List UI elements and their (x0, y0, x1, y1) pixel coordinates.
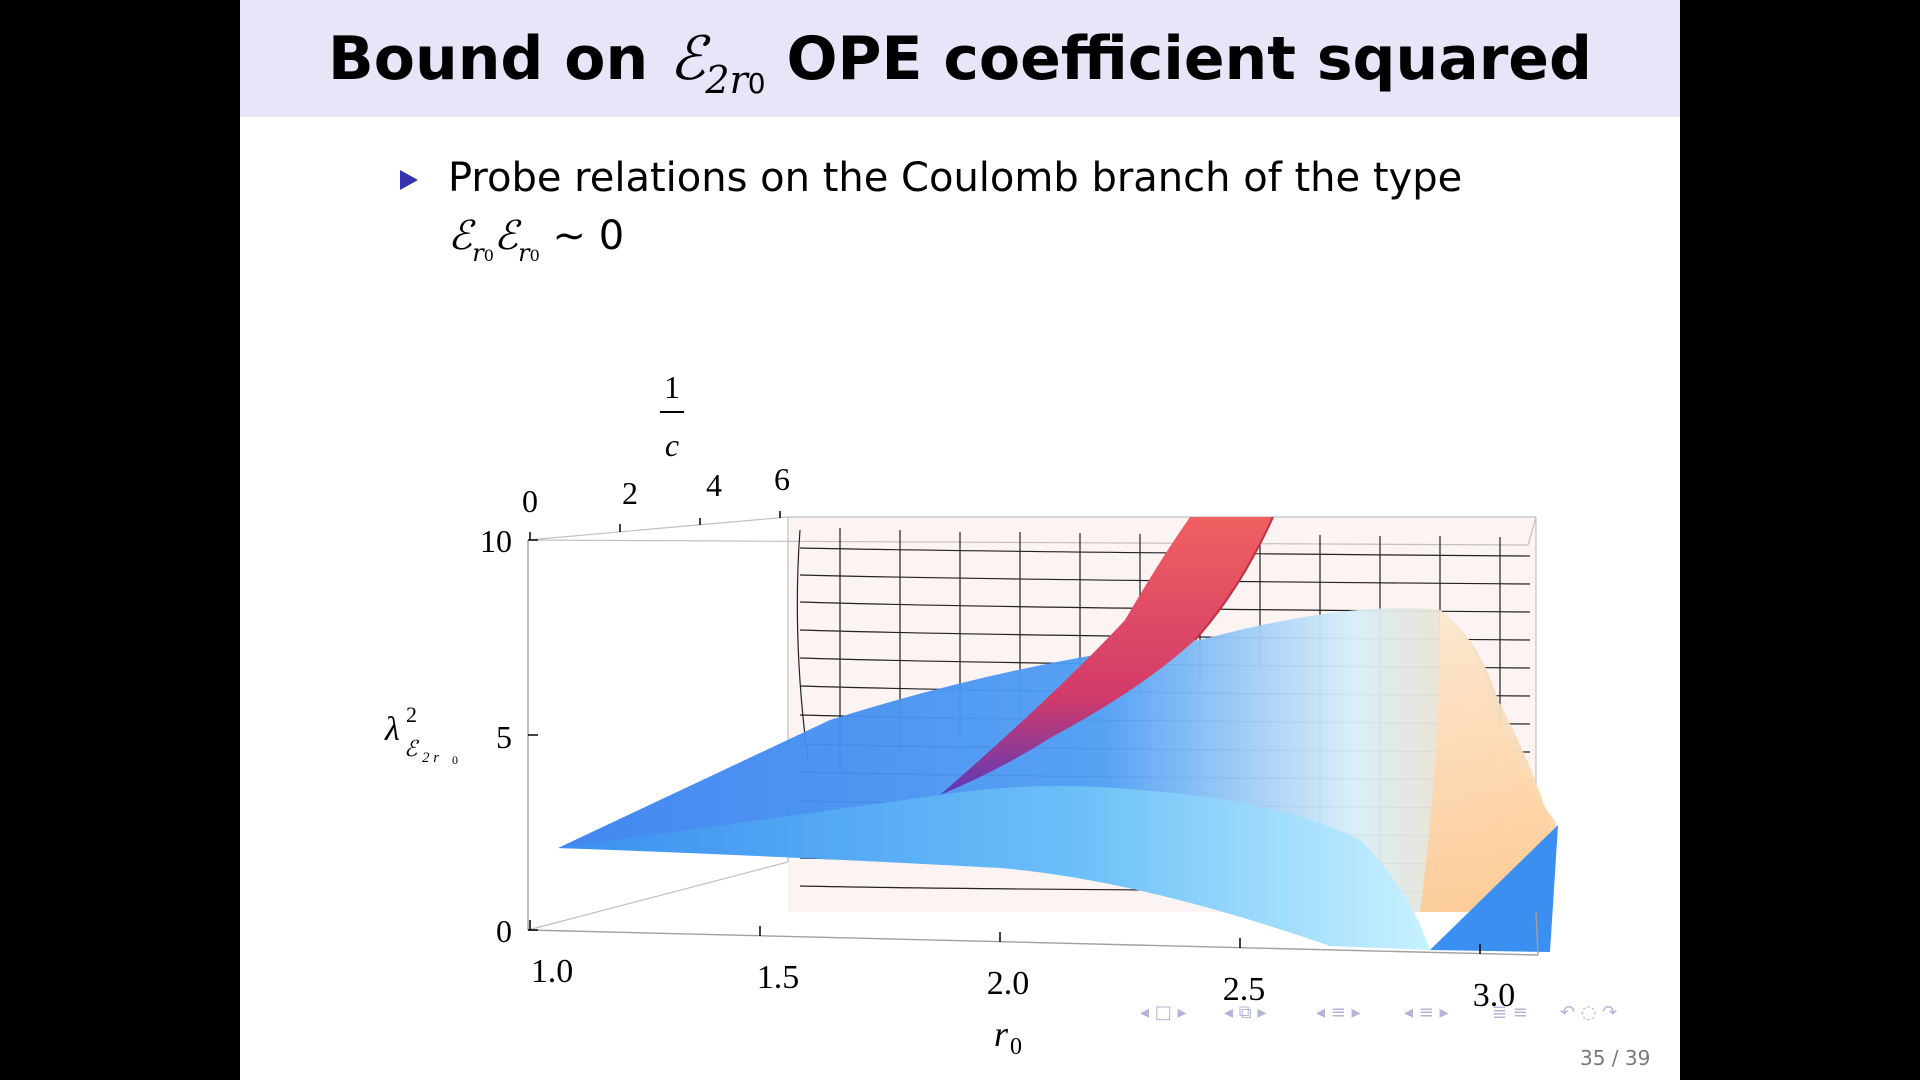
x-tick-3: 2.0 (987, 965, 1030, 1002)
nav-prev-frame-icon[interactable]: ◂ □ ▸ (1140, 1002, 1187, 1023)
surface-orange (1420, 610, 1556, 912)
svg-text:ℰ: ℰ (404, 736, 420, 761)
page-number: 35 / 39 (1580, 1046, 1651, 1070)
plot-box (527, 516, 1537, 931)
slide-title: Bound on ℰ2r0 OPE coefficient squared (240, 24, 1680, 102)
svg-text:0: 0 (452, 753, 458, 767)
x-tick-2: 1.5 (757, 959, 800, 996)
title-subscript: 2r0 (705, 58, 766, 102)
nav-next-section-icon[interactable]: ◂ ≡ ▸ (1404, 1002, 1449, 1023)
title-suffix: OPE coefficient squared (765, 24, 1592, 94)
x-tick-1: 1.0 (531, 953, 574, 990)
y-tick-4: 4 (706, 467, 722, 503)
z-tick-0: 0 (496, 913, 512, 949)
y-tick-0: 0 (522, 483, 538, 519)
title-symbol: ℰ (669, 24, 706, 94)
z-tick-10: 10 (480, 523, 512, 559)
x-axis-label: r 0 (994, 1014, 1022, 1060)
svg-text:r: r (994, 1014, 1009, 1054)
title-prefix: Bound on (328, 24, 670, 94)
axis-ticks (528, 511, 1481, 954)
z-tick-5: 5 (496, 719, 512, 755)
y-tick-2: 2 (622, 475, 638, 511)
bullet-math: ℰr0ℰr0 ∼ 0 (448, 213, 625, 267)
3d-plot: 10 5 0 λ 2 ℰ 2 r 0 1.0 1.5 2.0 2.5 3.0 r… (384, 369, 1558, 1060)
svg-text:0: 0 (1010, 1034, 1022, 1060)
svg-text:2: 2 (406, 702, 417, 727)
beamer-navigation[interactable]: ◂ □ ▸ ◂ ⧉ ▸ ◂ ≡ ▸ ◂ ≡ ▸ ≣ ≡ ↶ ◌ ↷ (1140, 1002, 1660, 1028)
bullet-triangle-icon (400, 170, 418, 190)
surface-red-edge (1194, 516, 1274, 641)
slide: Bound on ℰ2r0 OPE coefficient squared Pr… (240, 0, 1680, 1080)
x-tick-4: 2.5 (1223, 971, 1266, 1008)
title-bar: Bound on ℰ2r0 OPE coefficient squared (240, 0, 1680, 117)
nav-prev-section-icon[interactable]: ◂ ≡ ▸ (1316, 1002, 1361, 1023)
surface-blue-front (558, 786, 1430, 950)
nav-prev-subsection-icon[interactable]: ◂ ⧉ ▸ (1224, 1002, 1267, 1023)
z-axis-label: λ 2 ℰ 2 r 0 (384, 702, 458, 767)
surface-blue-floor (1430, 825, 1558, 952)
nav-toc-icon[interactable]: ≣ ≡ (1492, 1002, 1528, 1023)
svg-text:c: c (665, 427, 679, 463)
svg-text:1: 1 (664, 369, 680, 405)
x-tick-5: 3.0 (1473, 977, 1516, 1014)
nav-search-icon[interactable]: ↶ ◌ ↷ (1560, 1002, 1618, 1023)
svg-text:2 r: 2 r (422, 750, 439, 766)
surface-red (940, 517, 1273, 795)
y-axis-label: 1 c (660, 369, 684, 463)
y-tick-6: 6 (774, 461, 790, 497)
svg-text:λ: λ (384, 711, 400, 748)
bullet-text: Probe relations on the Coulomb branch of… (448, 155, 1463, 201)
